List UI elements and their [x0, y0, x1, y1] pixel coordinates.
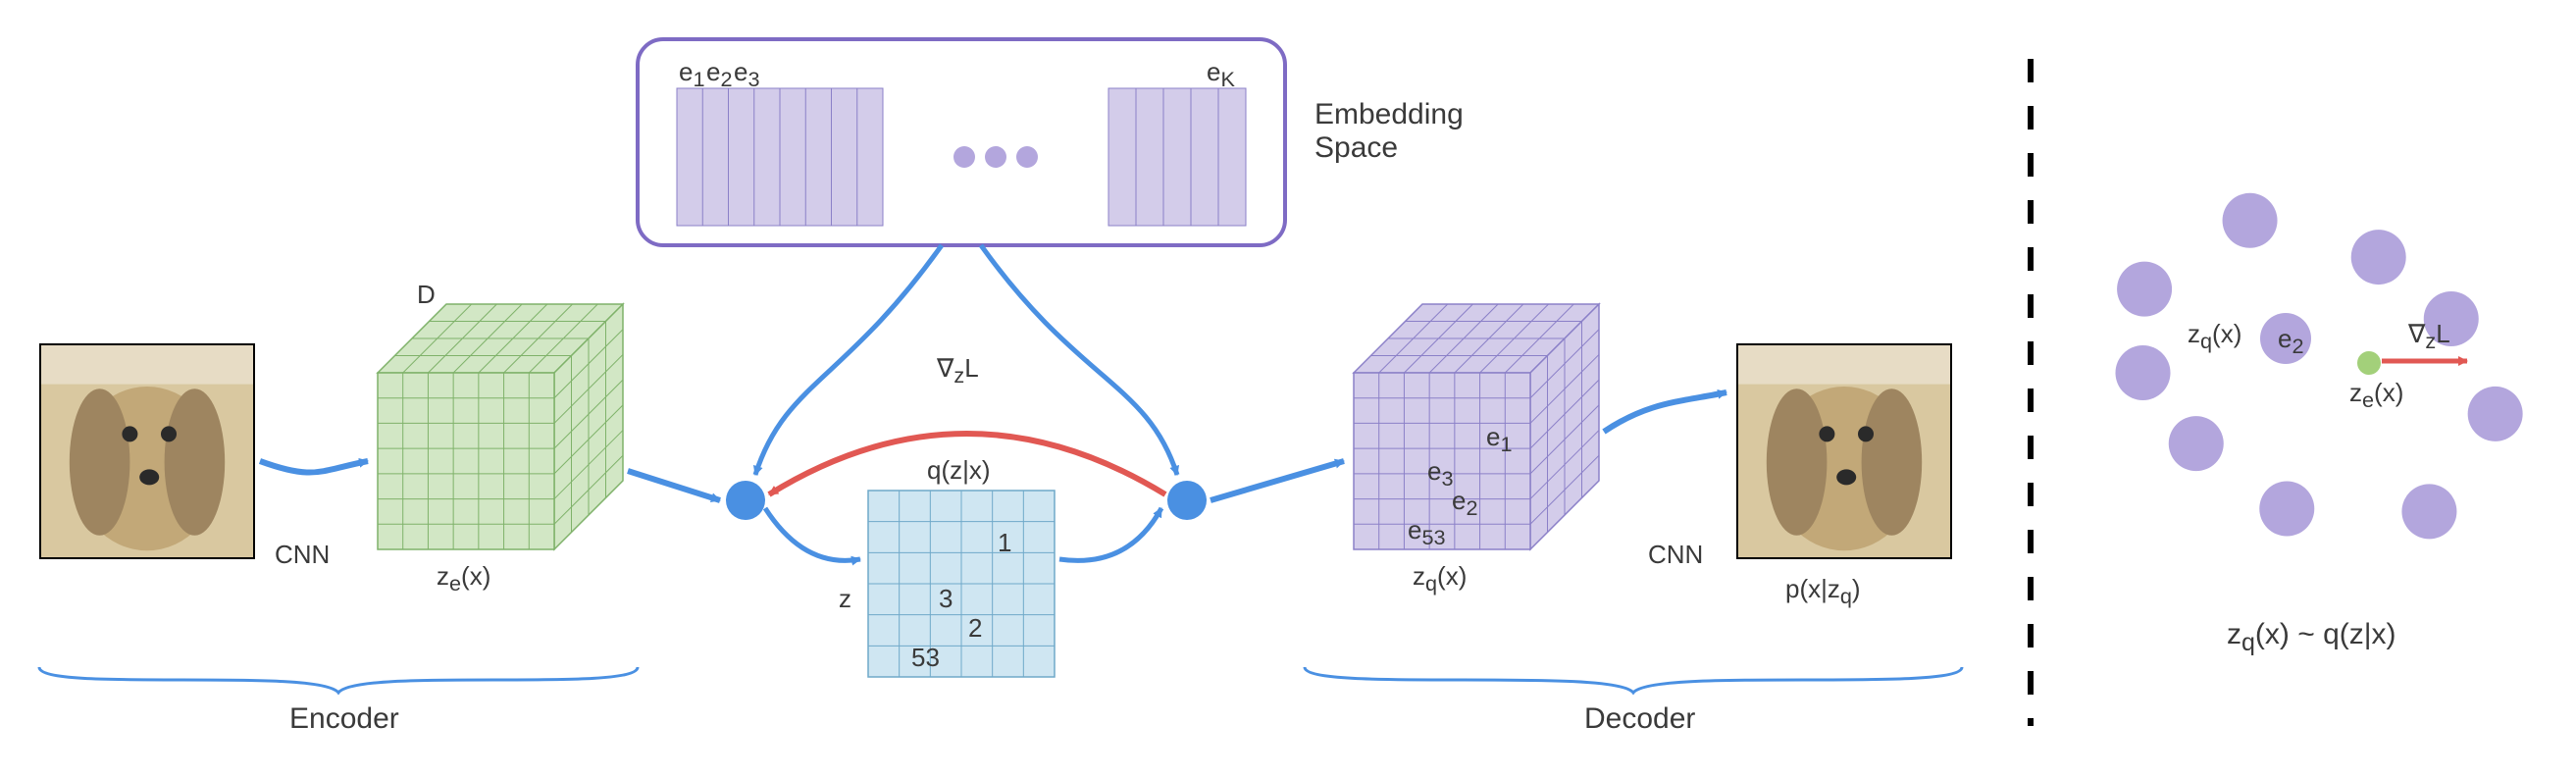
label-cnn2: CNN — [1648, 540, 1703, 570]
arrow-encoder-to-node — [628, 471, 720, 500]
label-q2: 2 — [968, 613, 982, 644]
label-ze: ze(x) — [437, 561, 490, 596]
label-zq: zq(x) — [1413, 561, 1467, 596]
label-q53: 53 — [911, 643, 940, 673]
arrow-codebook-to-right — [981, 245, 1177, 475]
label-d-e3: e3 — [1427, 456, 1454, 492]
arrow-decoder-to-output — [1604, 392, 1726, 432]
arrow-node-to-grid — [765, 508, 860, 560]
encoder-output-node — [726, 481, 765, 520]
label-embedding-space: EmbeddingSpace — [1314, 98, 1464, 165]
diagram-canvas — [0, 0, 2576, 777]
arrow-input-to-encoder — [260, 461, 368, 473]
label-e1: e1 — [679, 57, 705, 92]
label-e2: e2 — [706, 57, 733, 92]
label-d-e2: e2 — [1452, 486, 1478, 521]
label-right-zq: zq(x) — [2188, 319, 2241, 354]
label-right-grad: ∇zL — [2408, 319, 2450, 354]
label-q1: 1 — [998, 528, 1011, 558]
label-e3: e3 — [734, 57, 760, 92]
quantization-grid — [868, 491, 1055, 677]
label-d-e1: e1 — [1486, 422, 1513, 457]
brace-encoder — [39, 667, 638, 693]
label-eK: eK — [1207, 57, 1235, 92]
label-right-rel: zq(x) ~ q(z|x) — [2227, 618, 2396, 657]
input-image — [39, 343, 255, 559]
label-encoder: Encoder — [289, 702, 399, 736]
label-qzx: q(z|x) — [927, 455, 991, 486]
label-D: D — [417, 280, 436, 310]
label-d-e53: e53 — [1408, 515, 1446, 550]
label-grad: ∇zL — [937, 353, 979, 388]
label-right-ze: ze(x) — [2349, 378, 2403, 413]
embedding-cluster — [2116, 193, 2523, 540]
label-cnn1: CNN — [275, 540, 330, 570]
label-decoder: Decoder — [1584, 702, 1695, 736]
decoder-input-node — [1167, 481, 1207, 520]
label-z: z — [839, 584, 851, 614]
label-q3: 3 — [939, 584, 953, 614]
encoder-tensor — [378, 304, 623, 549]
label-pxzq: p(x|zq) — [1785, 574, 1861, 609]
output-image — [1736, 343, 1952, 559]
arrow-grid-to-node — [1059, 508, 1161, 560]
arrow-node-to-decoder — [1211, 461, 1344, 500]
brace-decoder — [1305, 667, 1962, 693]
label-right-e2: e2 — [2278, 324, 2304, 359]
